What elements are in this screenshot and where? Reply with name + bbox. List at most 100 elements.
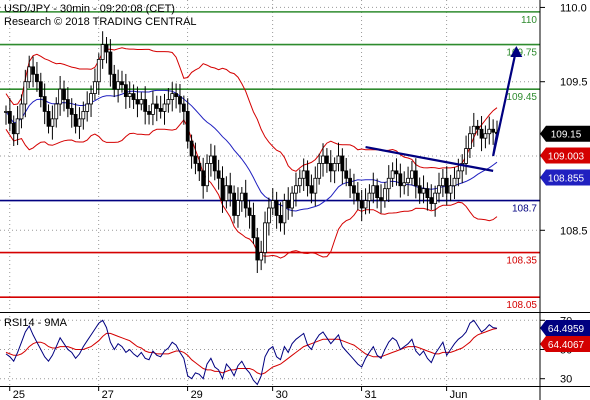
candle-body [479,128,484,139]
candle-body [131,93,136,100]
candle-body [321,155,325,164]
candle [81,101,86,130]
candle-body [259,252,264,261]
candle [4,105,8,125]
candle [410,160,414,186]
candle [452,167,457,200]
candle [444,166,449,206]
level-label-resistance: 109.45 [506,92,537,103]
candle-body [50,118,55,127]
price-tag-shape [540,169,590,186]
candle [352,173,356,205]
candle [174,83,179,109]
candle [371,172,376,204]
candle [224,176,229,209]
candle [429,184,434,210]
candle-body [112,73,117,90]
candle-body [274,200,279,216]
candle-body [278,215,283,224]
candle-body [425,188,430,199]
candle-body [433,192,438,204]
candle-body [282,200,287,224]
candle-body [11,122,16,135]
candle-body [236,200,240,216]
candle-body [363,200,368,209]
candle-body [417,185,422,194]
forecast-arrow-line [492,48,518,157]
candle [135,86,140,118]
candle [379,184,383,214]
candle-body [162,103,167,112]
candle [270,188,275,216]
candle-body [468,133,472,149]
candle-body [367,192,372,201]
candle [394,158,399,186]
candle-body [255,237,260,261]
candle-body [456,170,461,179]
day-tick-label: 27 [102,389,114,400]
candle [367,184,372,214]
level-label-support: 108.35 [506,256,537,267]
candle-body [340,155,345,172]
candle [255,227,260,273]
candle-body [398,173,403,187]
candle-body [96,59,101,83]
candle [73,103,78,134]
candle [487,116,492,145]
candle-body [386,177,391,190]
candle [120,70,124,93]
candle-body [429,197,434,204]
candle-body [38,81,43,97]
candle-body [232,192,237,216]
candle-body [394,170,399,175]
rsi-tag-label: 64.4067 [548,340,585,351]
candle-body [344,170,349,179]
candle [112,64,117,98]
candle-body [205,163,209,187]
candle-body [27,66,32,83]
candle-body [440,177,445,187]
candle [65,87,70,118]
candle-body [471,125,476,135]
candle [131,84,136,109]
candle-body [301,170,306,179]
candle [340,148,345,185]
candle-body [31,66,35,75]
rsi-tag-rsi: 64.4959 [540,320,590,336]
candle [406,166,410,197]
candle-body [355,192,360,201]
candle-body [290,192,294,209]
candle [317,153,322,185]
candle [301,158,306,191]
candle-body [305,170,310,187]
candle [382,182,387,208]
candle-body [135,99,140,105]
price-tag-last: 109.15 [540,125,590,142]
candle-body [197,163,202,172]
candle [46,104,51,134]
candle-body [69,108,74,115]
candle [309,174,314,204]
candle-body [402,182,407,187]
candle-body [89,93,93,105]
candle-series [4,31,499,273]
candle [282,193,287,235]
candle-body [58,88,63,105]
candle [189,134,194,169]
candle-body [332,163,337,172]
candle-body [54,103,59,120]
candle-body [328,163,333,172]
candle-body [251,215,256,239]
candle-body [336,155,341,164]
candle-body [243,192,248,209]
candle [151,90,155,126]
candle [216,159,221,190]
candle [324,148,329,173]
candle-body [158,108,163,112]
candle [62,80,66,112]
candle-body [375,185,380,198]
candle [127,81,132,108]
candle [89,85,93,117]
